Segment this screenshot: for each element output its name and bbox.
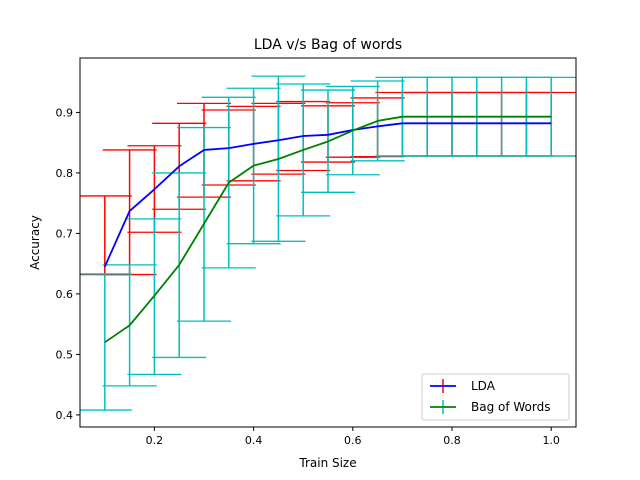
legend-item-lda: LDA bbox=[430, 379, 496, 393]
legend-item-bag-of-words: Bag of Words bbox=[430, 400, 551, 414]
y-tick-label: 0.6 bbox=[56, 288, 74, 301]
y-tick-label: 0.9 bbox=[56, 106, 74, 119]
legend-label: Bag of Words bbox=[471, 400, 551, 414]
x-axis-label: Train Size bbox=[298, 456, 356, 470]
x-tick-label: 0.4 bbox=[245, 434, 263, 447]
y-tick-label: 0.4 bbox=[56, 409, 74, 422]
chart-title: LDA v/s Bag of words bbox=[254, 37, 402, 53]
legend-label: LDA bbox=[471, 379, 496, 393]
x-tick-label: 0.8 bbox=[443, 434, 461, 447]
y-tick-label: 0.8 bbox=[56, 167, 74, 180]
y-tick-label: 0.7 bbox=[56, 227, 74, 240]
plot-frame bbox=[79, 57, 577, 428]
x-tick-label: 0.2 bbox=[146, 434, 164, 447]
y-axis-label: Accuracy bbox=[28, 215, 42, 270]
x-tick-label: 0.6 bbox=[344, 434, 362, 447]
lda-series-line bbox=[103, 122, 552, 268]
bag-of-words-series-line bbox=[104, 115, 552, 344]
x-tick-label: 1.0 bbox=[542, 434, 560, 447]
y-tick-label: 0.5 bbox=[56, 348, 74, 361]
legend-box bbox=[421, 373, 570, 421]
